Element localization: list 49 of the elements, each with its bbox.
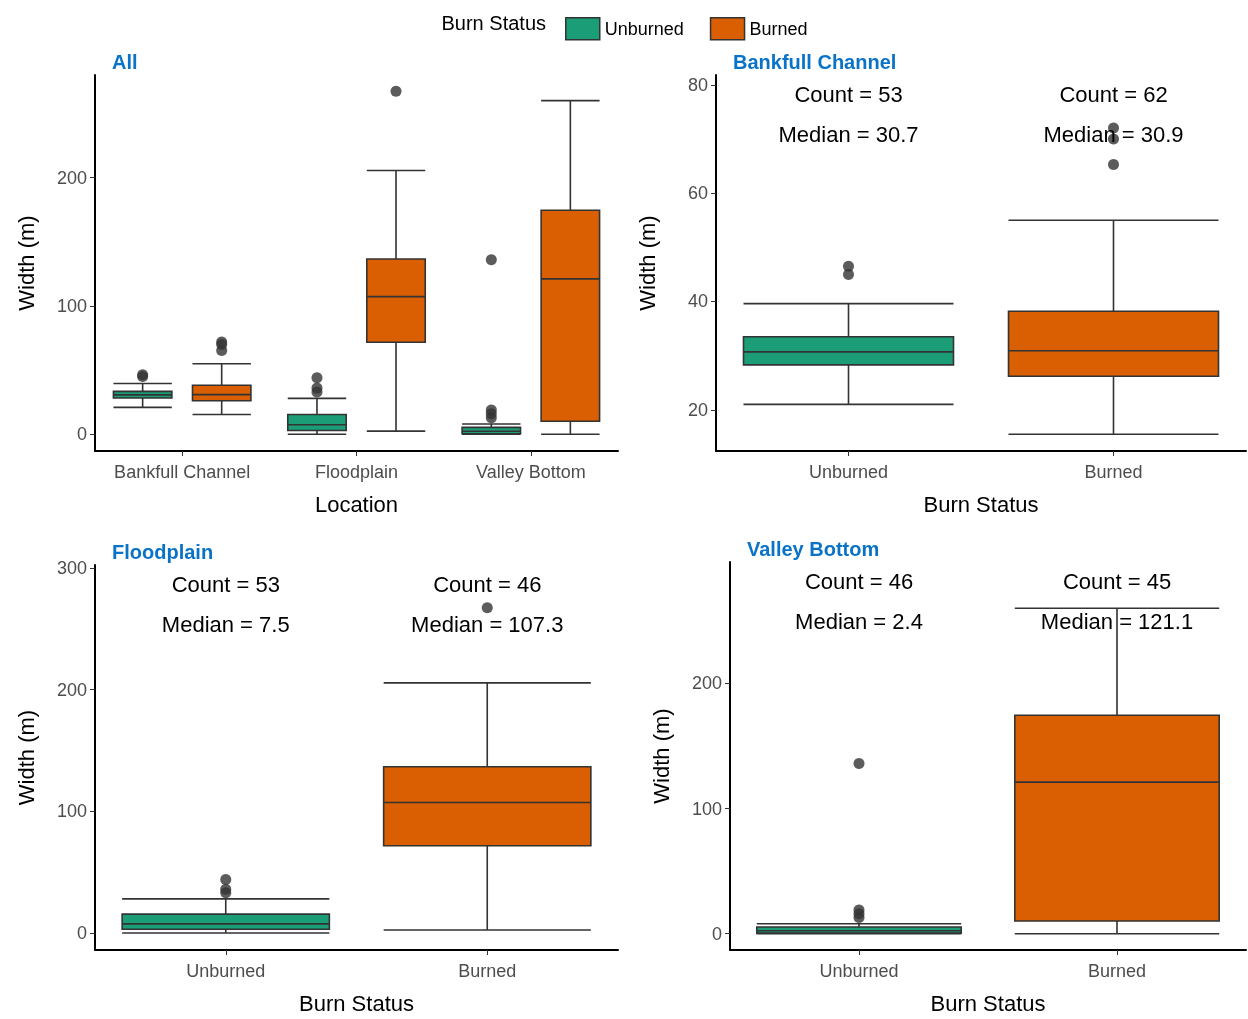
y-tick-label: 0 [76,922,87,943]
annotation: Count = 45 [1062,568,1172,594]
legend-label: Unburned [604,18,684,39]
y-tick-label: 100 [691,798,722,819]
annotation: Median = 121.1 [1040,608,1194,634]
x-tick-label: Bankfull Channel [114,462,251,482]
x-tick-label: Unburned [808,462,889,482]
chart-title: Valley Bottom [747,538,880,560]
x-axis-title: Location [314,491,399,517]
x-tick-label: Burned [1084,462,1143,482]
y-tick-label: 200 [56,679,87,700]
y-tick-label: 200 [691,673,722,694]
annotation: Count = 53 [794,81,903,107]
x-tick-label: Burned [1087,961,1147,981]
x-tick-label: Floodplain [314,462,399,482]
annotation: Median = 7.5 [161,611,290,637]
y-tick-label: 40 [687,291,708,312]
y-tick-label: 200 [56,167,87,188]
chart-title: All [112,51,138,73]
y-axis-title: Width (m) [13,215,39,311]
x-tick-label: Unburned [186,961,266,981]
y-tick-label: 100 [56,801,87,822]
y-tick-label: 0 [711,923,722,944]
x-axis-title: Burn Status [299,990,414,1016]
y-axis-title: Width (m) [13,709,39,806]
x-tick-label: Valley Bottom [475,462,586,482]
annotation: Median = 107.3 [411,611,564,637]
y-tick-label: 80 [687,74,708,95]
y-tick-label: 0 [76,424,87,445]
annotation: Median = 2.4 [795,608,923,634]
annotation: Count = 46 [433,571,542,597]
chart-title: Floodplain [112,541,214,563]
annotation: Median = 30.7 [778,121,919,147]
x-axis-title: Burn Status [930,990,1046,1016]
x-axis-title: Burn Status [923,491,1039,517]
y-axis-title: Width (m) [634,215,660,311]
y-tick-label: 300 [56,558,87,579]
y-tick-label: 20 [687,399,708,420]
chart-title: Bankfull Channel [733,51,897,73]
y-axis-title: Width (m) [648,708,674,804]
y-tick-label: 60 [687,183,708,204]
x-tick-label: Burned [458,961,517,981]
legend-label: Burned [749,18,808,39]
annotation: Count = 46 [804,568,914,594]
y-tick-label: 100 [56,295,87,316]
x-tick-label: Unburned [819,961,899,981]
legend-title: Burn Status [441,12,547,34]
annotation: Count = 53 [171,571,280,597]
annotation: Count = 62 [1059,81,1168,107]
